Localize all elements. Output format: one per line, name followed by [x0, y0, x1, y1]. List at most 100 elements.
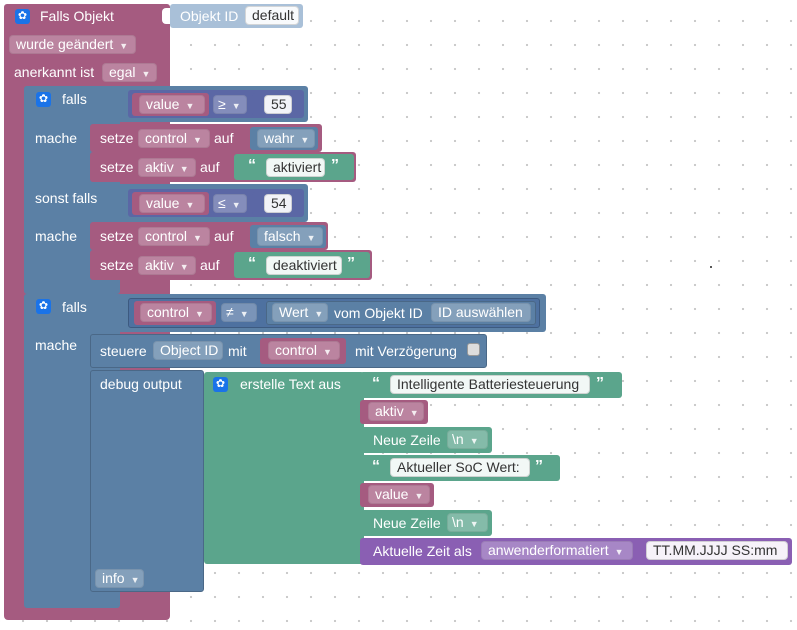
dropdown-arrow-icon: ▼ — [185, 101, 194, 111]
text-field-title[interactable]: Intelligente Batteriesteuerung — [390, 375, 590, 394]
operator: ≥ — [218, 96, 226, 112]
time-label: Aktuelle Zeit als — [373, 542, 472, 560]
newline-dropdown-2[interactable]: \n ▼ — [447, 513, 488, 532]
log-level: info — [102, 570, 125, 586]
gear-icon[interactable]: ✿ — [36, 299, 51, 314]
bool-dropdown-wahr[interactable]: wahr ▼ — [257, 129, 315, 148]
time-format-dropdown[interactable]: anwenderformatiert ▼ — [481, 541, 633, 560]
delay-label: mit Verzögerung — [355, 342, 457, 360]
var-dropdown-value-3[interactable]: value ▼ — [368, 485, 430, 504]
wert-dropdown[interactable]: Wert ▼ — [272, 303, 328, 322]
auf-label: auf — [214, 227, 233, 245]
mache-label: mache — [35, 129, 77, 147]
dropdown-arrow-icon: ▼ — [410, 408, 419, 418]
var-dropdown-control-1[interactable]: control ▼ — [138, 129, 210, 148]
object-id-field[interactable]: default — [245, 6, 299, 25]
log-level-dropdown[interactable]: info ▼ — [95, 569, 144, 588]
mache-label: mache — [35, 336, 77, 354]
dropdown-arrow-icon: ▼ — [300, 135, 309, 145]
changed-dropdown[interactable]: wurde geändert ▼ — [9, 35, 136, 54]
dropdown-arrow-icon: ▼ — [232, 101, 241, 111]
var-dropdown-aktiv-3[interactable]: aktiv ▼ — [368, 402, 424, 421]
dropdown-arrow-icon: ▼ — [193, 135, 202, 145]
setze-label: setze — [100, 158, 133, 176]
time-format: anwenderformatiert — [488, 542, 609, 558]
vom-objekt-label: vom Objekt ID — [334, 304, 423, 322]
bool-value: wahr — [264, 130, 294, 146]
text-field-aktiviert[interactable]: aktiviert — [266, 158, 325, 177]
dropdown-arrow-icon: ▼ — [180, 262, 189, 272]
dropdown-arrow-icon: ▼ — [314, 309, 323, 319]
newline-value: \n — [452, 514, 464, 530]
ack-dropdown[interactable]: egal ▼ — [102, 63, 157, 82]
dropdown-arrow-icon: ▼ — [119, 41, 128, 51]
falls-label: falls — [62, 298, 87, 316]
debug-label: debug output — [100, 375, 182, 393]
dropdown-arrow-icon: ▼ — [615, 547, 624, 557]
gear-icon[interactable]: ✿ — [213, 377, 228, 392]
var-dropdown-control-3[interactable]: control ▼ — [140, 303, 212, 322]
text-field-deaktiviert[interactable]: deaktiviert — [266, 256, 342, 275]
number-field-1[interactable]: 55 — [264, 95, 292, 114]
quote-close-icon: ” — [596, 375, 604, 393]
debug-block[interactable] — [90, 370, 204, 592]
text-join-block[interactable] — [204, 372, 364, 564]
var-dropdown-aktiv-1[interactable]: aktiv ▼ — [138, 158, 196, 177]
var-dropdown-value-1[interactable]: value ▼ — [139, 95, 205, 114]
var-dropdown-control-4[interactable]: control ▼ — [268, 341, 340, 360]
var-name: control — [145, 228, 187, 244]
var-dropdown-value-2[interactable]: value ▼ — [139, 194, 205, 213]
ack-label: anerkannt ist — [14, 63, 94, 81]
var-dropdown-aktiv-2[interactable]: aktiv ▼ — [138, 256, 196, 275]
operator: ≤ — [218, 195, 226, 211]
changed-option: wurde geändert — [16, 36, 113, 52]
number-field-2[interactable]: 54 — [264, 194, 292, 213]
var-name: aktiv — [145, 159, 174, 175]
newline-label: Neue Zeile — [373, 431, 441, 449]
trigger-connector-cutout — [162, 8, 170, 24]
setze-label: setze — [100, 256, 133, 274]
ack-option: egal — [109, 64, 135, 80]
quote-open-icon: “ — [372, 375, 380, 393]
var-name: value — [375, 486, 408, 502]
text-field-soc[interactable]: Aktueller SoC Wert: — [390, 458, 530, 477]
quote-close-icon: ” — [535, 458, 543, 476]
quote-close-icon: ” — [331, 157, 339, 175]
dropdown-arrow-icon: ▼ — [470, 519, 479, 529]
object-id-label: Objekt ID — [180, 7, 238, 25]
quote-open-icon: “ — [248, 157, 256, 175]
operator-dropdown-1[interactable]: ≥ ▼ — [213, 95, 247, 114]
dropdown-arrow-icon: ▼ — [414, 491, 423, 501]
newline-label: Neue Zeile — [373, 514, 441, 532]
dropdown-arrow-icon: ▼ — [470, 436, 479, 446]
newline-value: \n — [452, 431, 464, 447]
operator: ≠ — [226, 304, 234, 320]
if-1-bottom — [24, 280, 120, 294]
id-select-field[interactable]: ID auswählen — [431, 303, 531, 322]
delay-checkbox[interactable] — [467, 343, 480, 356]
time-pattern-field[interactable]: TT.MM.JJJJ SS:mm — [646, 541, 788, 560]
bool-dropdown-falsch[interactable]: falsch ▼ — [257, 227, 323, 246]
dropdown-arrow-icon: ▼ — [193, 233, 202, 243]
newline-dropdown-1[interactable]: \n ▼ — [447, 430, 488, 449]
auf-label: auf — [200, 256, 219, 274]
var-name: control — [145, 130, 187, 146]
var-dropdown-control-2[interactable]: control ▼ — [138, 227, 210, 246]
falls-label: falls — [62, 90, 87, 108]
gear-icon[interactable]: ✿ — [15, 9, 30, 24]
trigger-title: Falls Objekt — [40, 7, 114, 25]
var-name: value — [146, 96, 179, 112]
mache-label: mache — [35, 227, 77, 245]
operator-dropdown-3[interactable]: ≠ ▼ — [221, 303, 257, 322]
dropdown-arrow-icon: ▼ — [131, 575, 140, 585]
steuere-label: steuere — [100, 342, 147, 360]
auf-label: auf — [200, 158, 219, 176]
gear-icon[interactable]: ✿ — [36, 92, 51, 107]
quote-open-icon: “ — [372, 458, 380, 476]
object-id-select[interactable]: Object ID — [153, 341, 223, 360]
dropdown-arrow-icon: ▼ — [323, 347, 332, 357]
dropdown-arrow-icon: ▼ — [240, 309, 249, 319]
mit-label: mit — [228, 342, 247, 360]
dropdown-arrow-icon: ▼ — [141, 69, 150, 79]
operator-dropdown-2[interactable]: ≤ ▼ — [213, 194, 247, 213]
